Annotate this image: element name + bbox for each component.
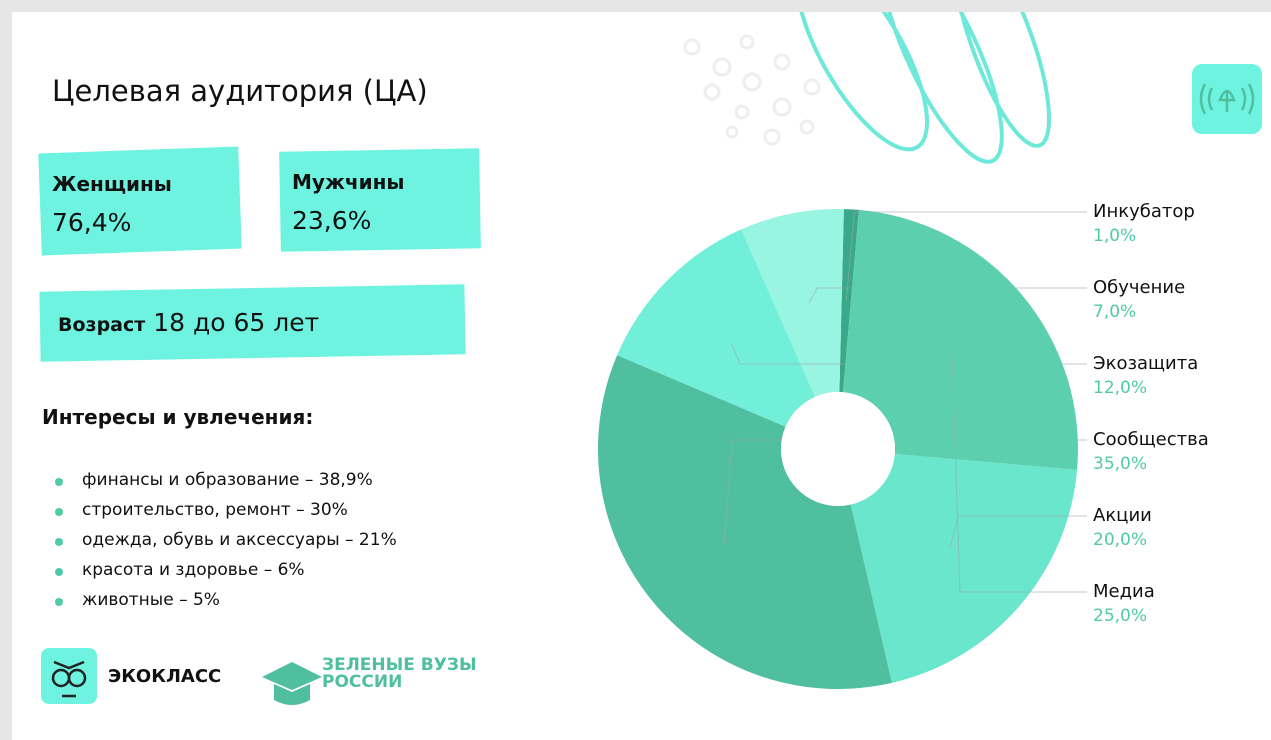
value-label: 25,0% [1093,606,1147,626]
logo-text: ЭКОКЛАСС [108,666,221,687]
pie-slice [851,454,1077,683]
logo-line: РОССИИ [322,674,477,691]
card-label: Мужчины [292,170,405,194]
value-label: 35,0% [1093,454,1147,474]
interest-item: одежда, обувь и аксессуары – 21% [82,530,397,550]
bullet [55,538,63,546]
page: Инкубатор 1,0% Обучение 7,0% Экозащита 12,0% С… [0,0,1271,740]
interest-item: животные – 5% [82,590,220,610]
legend-label: Сообщества [1093,429,1209,450]
pie-chart: Инкубатор 1,0% Обучение 7,0% Экозащита 12,0% С… [12,12,1271,740]
age: Возраст 18 до 65 лет [58,308,319,337]
card [38,147,241,256]
value-label: 1,0% [1093,226,1136,246]
legend-label: Обучение [1093,277,1185,298]
bullet [55,598,63,606]
legend-label: Экозащита [1093,353,1198,374]
interests-heading: Интересы и увлечения: [42,405,313,429]
card-value: 23,6% [292,206,371,235]
card-label: Женщины [52,172,172,196]
legend-label: Инкубатор [1093,201,1195,222]
bullet [55,568,63,576]
card [279,148,481,251]
legend-label: Акции [1093,505,1152,526]
interest-item: красота и здоровье – 6% [82,560,305,580]
legend-label: Медиа [1093,581,1155,602]
age-value: 18 до 65 лет [153,308,319,337]
age-label: Возраст [58,314,145,336]
donut-hole [781,392,895,506]
interest-item: финансы и образование – 38,9% [82,470,373,490]
card-value: 76,4% [52,208,131,237]
interest-item: строительство, ремонт – 30% [82,500,348,520]
value-label: 12,0% [1093,378,1147,398]
slide: Инкубатор 1,0% Обучение 7,0% Экозащита 12,0% С… [12,12,1271,740]
value-label: 20,0% [1093,530,1147,550]
slide-title: Целевая аудитория (ЦА) [52,74,428,108]
bullet [55,508,63,516]
value-label: 7,0% [1093,302,1136,322]
logo-text: ЗЕЛЕНЫЕ ВУЗЫ РОССИИ [322,657,477,691]
bullet [55,478,63,486]
